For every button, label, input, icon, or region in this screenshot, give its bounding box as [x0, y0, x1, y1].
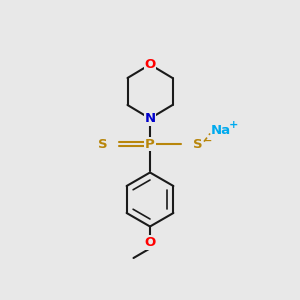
Text: Na: Na: [210, 124, 231, 137]
Text: −: −: [203, 135, 212, 146]
Text: P: P: [145, 137, 155, 151]
Text: O: O: [144, 236, 156, 249]
Text: O: O: [144, 58, 156, 71]
Text: S: S: [193, 137, 202, 151]
Text: +: +: [228, 120, 238, 130]
Text: S: S: [98, 137, 107, 151]
Text: N: N: [144, 112, 156, 125]
